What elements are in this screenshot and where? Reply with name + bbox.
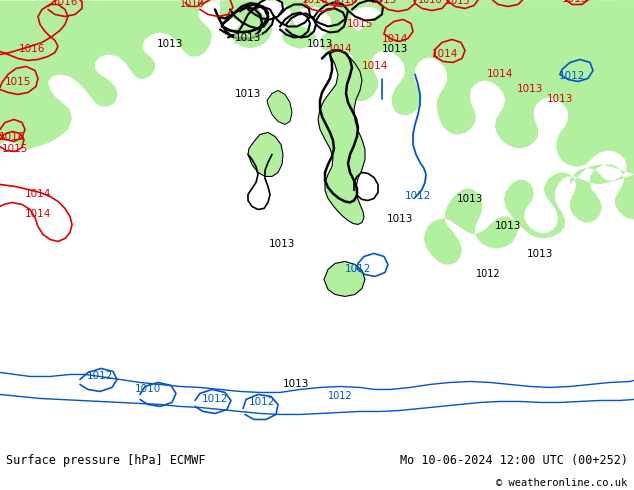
Polygon shape xyxy=(324,262,365,296)
Polygon shape xyxy=(248,132,283,176)
Text: 1013: 1013 xyxy=(157,40,183,49)
Polygon shape xyxy=(0,0,634,149)
Text: 1013: 1013 xyxy=(235,90,261,99)
Text: 1014: 1014 xyxy=(432,49,458,59)
Text: 1016: 1016 xyxy=(19,45,45,54)
Text: 1014: 1014 xyxy=(487,70,513,79)
Text: 1014: 1014 xyxy=(25,209,51,220)
Text: 1012: 1012 xyxy=(202,394,228,404)
Text: 1012: 1012 xyxy=(87,371,113,381)
Text: 1012: 1012 xyxy=(345,265,371,274)
Polygon shape xyxy=(220,0,634,54)
Text: 1016: 1016 xyxy=(332,0,358,5)
Text: 1015: 1015 xyxy=(347,20,373,29)
Text: 1015: 1015 xyxy=(5,77,31,87)
Text: 1013: 1013 xyxy=(269,240,295,249)
Text: 1013: 1013 xyxy=(457,195,483,204)
Polygon shape xyxy=(267,91,292,124)
Text: 1013: 1013 xyxy=(547,95,573,104)
Text: 1014: 1014 xyxy=(328,45,353,54)
Text: 1013: 1013 xyxy=(387,215,413,224)
Text: 1016: 1016 xyxy=(418,0,443,5)
Text: 1013: 1013 xyxy=(307,40,333,49)
Text: Mo 10-06-2024 12:00 UTC (00+252): Mo 10-06-2024 12:00 UTC (00+252) xyxy=(399,454,628,467)
Text: 1012: 1012 xyxy=(476,270,500,279)
Text: 1013: 1013 xyxy=(382,45,408,54)
Text: 1012: 1012 xyxy=(559,72,585,81)
Text: 1016: 1016 xyxy=(0,132,25,143)
Text: 1014: 1014 xyxy=(25,190,51,199)
Text: 1013: 1013 xyxy=(283,379,309,390)
Text: Surface pressure [hPa] ECMWF: Surface pressure [hPa] ECMWF xyxy=(6,454,206,467)
Text: 1015: 1015 xyxy=(485,0,511,2)
Text: 1010: 1010 xyxy=(135,385,161,394)
Text: 1014: 1014 xyxy=(382,34,408,45)
Text: 1013: 1013 xyxy=(495,221,521,231)
Text: 1012: 1012 xyxy=(328,392,353,401)
Text: 1016: 1016 xyxy=(302,0,328,5)
Text: 1012: 1012 xyxy=(249,397,275,408)
Text: 1014: 1014 xyxy=(362,61,388,72)
Text: © weatheronline.co.uk: © weatheronline.co.uk xyxy=(496,478,628,488)
Text: 1015: 1015 xyxy=(371,0,397,5)
Text: 1013: 1013 xyxy=(517,84,543,95)
Text: 1013: 1013 xyxy=(527,249,553,260)
Polygon shape xyxy=(330,0,634,265)
Text: 1015: 1015 xyxy=(562,0,588,4)
Text: 1013: 1013 xyxy=(235,33,261,44)
Text: 1015: 1015 xyxy=(2,145,28,154)
Text: 1016: 1016 xyxy=(180,0,204,9)
Text: 1015: 1015 xyxy=(446,0,470,6)
Polygon shape xyxy=(318,50,365,224)
Text: 1016: 1016 xyxy=(52,0,78,7)
Text: 1012: 1012 xyxy=(405,192,431,201)
